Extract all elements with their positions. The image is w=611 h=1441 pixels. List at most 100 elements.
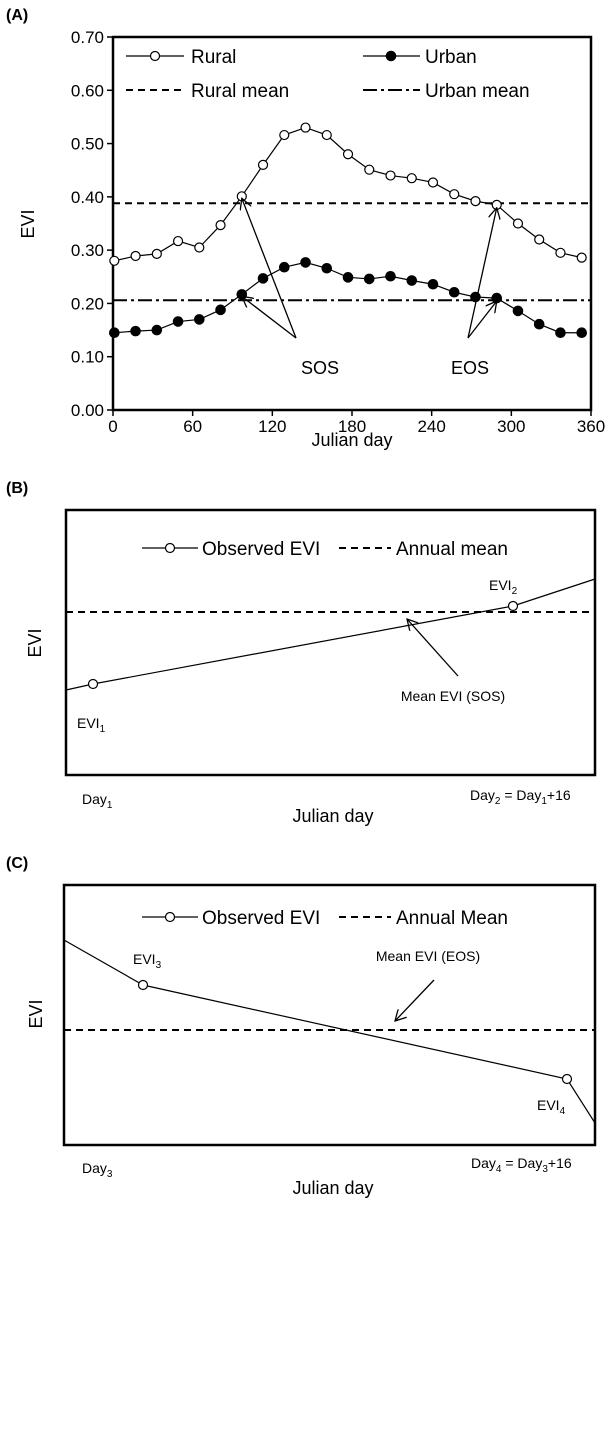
sos-arrow xyxy=(242,296,297,339)
day4-label: Day4 = Day3+16 xyxy=(471,1155,572,1175)
panel-c-frame xyxy=(62,883,597,1147)
y-tick-label: 0.70 xyxy=(71,28,104,47)
panel-a-y-axis: 0.00 0.10 0.20 0.30 0.40 0.50 0.60 0.70 xyxy=(71,28,113,420)
rural-point xyxy=(109,255,120,266)
panel-b: (B) EVI Julian day Observed EVI Annual m… xyxy=(6,480,597,826)
evi1-point xyxy=(87,678,99,690)
urban-point xyxy=(363,273,375,285)
y-tick-label: 0.00 xyxy=(71,401,104,420)
y-tick-label: 0.50 xyxy=(71,135,104,154)
rural-point xyxy=(172,235,184,247)
panel-c-label: (C) xyxy=(6,855,28,872)
x-tick-label: 180 xyxy=(338,417,366,436)
evi2-label: EVI2 xyxy=(489,577,518,597)
urban-point xyxy=(257,273,269,284)
legend-observed-marker xyxy=(164,542,176,554)
eos-arrow xyxy=(395,979,435,1021)
rural-series-line xyxy=(114,126,582,262)
panel-a-series xyxy=(109,122,588,339)
x-tick-label: 60 xyxy=(183,417,202,436)
day3-label: Day3 xyxy=(82,1160,113,1180)
urban-point xyxy=(512,305,524,317)
sos-annotation: SOS xyxy=(301,358,339,378)
urban-point xyxy=(278,261,290,273)
x-tick-label: 120 xyxy=(258,417,286,436)
evi4-label: EVI4 xyxy=(537,1097,566,1117)
eos-arrow xyxy=(467,301,497,339)
panel-a-legend: Rural Urban Rural mean Urban mean xyxy=(126,47,530,102)
rural-point xyxy=(215,219,226,231)
panel-c-y-axis-title: EVI xyxy=(26,999,46,1028)
panel-a-x-axis: 0 60 120 180 240 300 360 xyxy=(108,410,605,436)
urban-point xyxy=(194,314,205,325)
legend-rural-label: Rural xyxy=(191,47,236,68)
y-tick-label: 0.10 xyxy=(71,348,104,367)
sos-arrow xyxy=(407,619,459,677)
rural-point xyxy=(364,164,375,175)
legend-observed-label: Observed EVI xyxy=(202,908,320,929)
eos-arrow xyxy=(467,208,497,339)
rural-point xyxy=(385,170,396,181)
evi4-point xyxy=(561,1073,573,1085)
legend-urban-marker xyxy=(385,50,397,62)
urban-point xyxy=(576,327,588,339)
mean-evi-eos-label: Mean EVI (EOS) xyxy=(376,948,480,964)
panel-a-y-axis-title: EVI xyxy=(18,209,38,238)
urban-point xyxy=(236,289,248,300)
sos-arrow xyxy=(242,198,297,339)
urban-point xyxy=(321,262,333,274)
y-tick-label: 0.60 xyxy=(71,81,104,100)
urban-point xyxy=(406,275,418,286)
panel-c-legend: Observed EVI Annual Mean xyxy=(142,908,508,929)
eos-annotation: EOS xyxy=(451,358,489,378)
panel-a-x-axis-title: Julian day xyxy=(311,430,392,450)
panel-a-arrows xyxy=(242,198,497,339)
panel-b-x-axis-title: Julian day xyxy=(292,806,373,826)
rural-point xyxy=(151,248,162,259)
rural-point xyxy=(534,234,545,245)
urban-point xyxy=(109,327,120,339)
panel-a-mean-lines xyxy=(113,202,591,302)
rural-point xyxy=(406,173,417,184)
urban-point xyxy=(533,318,545,330)
urban-point xyxy=(448,286,460,298)
rural-point xyxy=(300,122,311,133)
urban-point xyxy=(470,291,481,303)
rural-point xyxy=(342,149,354,160)
y-tick-label: 0.20 xyxy=(71,294,104,313)
urban-point xyxy=(427,278,439,290)
panel-a: (A) 0.00 0.10 0.20 0.30 0.40 0.50 0.60 0.70 0 60… xyxy=(6,7,605,450)
panel-c-x-axis-title: Julian day xyxy=(292,1178,373,1198)
panel-b-label: (B) xyxy=(6,480,28,497)
urban-point xyxy=(342,272,354,283)
x-tick-label: 300 xyxy=(497,417,525,436)
x-tick-label: 0 xyxy=(108,417,117,436)
rural-point xyxy=(279,129,290,141)
evi2-point xyxy=(507,600,519,612)
urban-point xyxy=(555,327,566,339)
rural-point xyxy=(576,252,587,263)
rural-point xyxy=(449,189,460,200)
legend-rural-marker xyxy=(149,50,161,62)
legend-urban-label: Urban xyxy=(425,47,477,68)
rural-point xyxy=(555,247,566,258)
rural-point xyxy=(470,196,481,207)
legend-observed-marker xyxy=(164,911,176,923)
rural-point xyxy=(130,250,141,262)
evi3-point xyxy=(137,979,149,991)
legend-annual-mean-label: Annual mean xyxy=(396,539,508,560)
urban-point xyxy=(130,325,141,337)
urban-point xyxy=(151,324,163,336)
panel-b-frame xyxy=(64,508,597,777)
mean-evi-sos-label: Mean EVI (SOS) xyxy=(401,688,505,704)
day1-label: Day1 xyxy=(82,791,113,811)
y-tick-label: 0.30 xyxy=(71,241,104,260)
x-tick-label: 240 xyxy=(417,417,445,436)
urban-point xyxy=(172,316,184,327)
legend-urban-mean-label: Urban mean xyxy=(425,81,530,102)
rural-point xyxy=(427,177,439,188)
panel-b-legend: Observed EVI Annual mean xyxy=(142,539,508,560)
panel-b-y-axis-title: EVI xyxy=(25,628,45,657)
evi3-label: EVI3 xyxy=(133,951,162,971)
